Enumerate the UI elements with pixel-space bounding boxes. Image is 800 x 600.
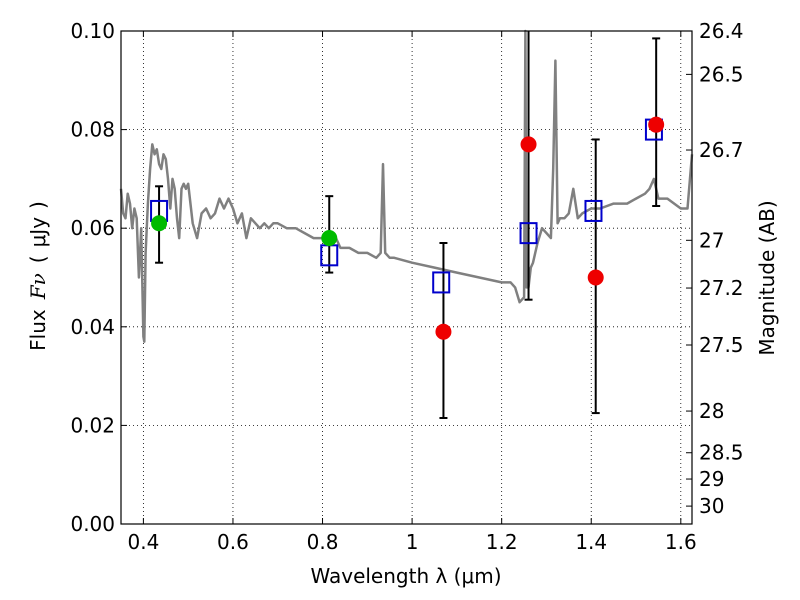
tick-label-layer: 0.4 0.6 0.8 1 1.2 1.4 1.6 0.00 0.02 0.04 0.06 0.08 0…: [70, 19, 743, 554]
mag-tick-label: 26.5: [699, 62, 744, 86]
y-tick-label: 0.06: [70, 216, 115, 240]
y-axis-title-unit: μJy: [26, 217, 50, 248]
mag-tick-label: 30: [699, 494, 724, 518]
y-tick-label: 0.08: [70, 118, 115, 142]
model-sed-layer: [119, 29, 694, 343]
y-tick-label: 0.02: [70, 413, 115, 437]
box-marker: [519, 222, 538, 245]
y-axis-title-open: (: [26, 255, 50, 263]
mag-tick-label: 28.5: [699, 441, 744, 465]
y-axis-title-group: Flux Fν ( μJy): [26, 201, 50, 351]
error-bar-layer: [155, 31, 661, 420]
plot-frame: [120, 30, 693, 525]
box-marker-layer: [150, 118, 663, 294]
x-tick-label: 1: [406, 530, 419, 554]
mag-tick-label: 27.5: [699, 333, 744, 357]
mag-tick-label: 27: [699, 228, 724, 252]
x-tick-label: 0.4: [127, 530, 159, 554]
y-tick-label: 0.00: [70, 512, 115, 536]
x-tick-label: 1.2: [486, 530, 518, 554]
red-point: [520, 136, 537, 153]
grid: [121, 31, 692, 524]
y-tick-label: 0.04: [70, 315, 115, 339]
mag-tick-label: 28: [699, 399, 724, 423]
x-tick-label: 0.6: [217, 530, 249, 554]
svg-text:FluxFν(μJy): Flux Fν ( μJy): [26, 201, 50, 351]
red-point: [648, 116, 665, 133]
y-axis-title-flux: Flux: [26, 309, 50, 351]
y-axis-title-close: ): [26, 201, 50, 209]
green-point: [321, 230, 338, 247]
y2-axis-title: Magnitude (AB): [755, 200, 779, 355]
box-marker: [432, 271, 451, 294]
box-marker: [584, 199, 603, 222]
x-tick-label: 1.6: [665, 530, 697, 554]
x-tick-label: 1.4: [575, 530, 607, 554]
mag-tick-label: 26.7: [699, 138, 744, 162]
model-sed-line: [119, 29, 694, 343]
red-point: [587, 269, 604, 286]
mag-tick-label: 27.2: [699, 276, 744, 300]
green-point: [151, 215, 168, 232]
y-axis-title-symbol: Fν: [26, 273, 50, 300]
tick-layer: [121, 30, 692, 525]
point-marker-layer: [151, 116, 665, 340]
mag-tick-label: 26.4: [699, 19, 744, 43]
y-tick-label: 0.10: [70, 19, 115, 43]
mag-tick-label: 29: [699, 467, 724, 491]
red-point: [435, 323, 452, 340]
x-tick-label: 0.8: [307, 530, 339, 554]
x-axis-title: Wavelength λ (μm): [310, 564, 501, 588]
error-bar: [524, 31, 533, 301]
